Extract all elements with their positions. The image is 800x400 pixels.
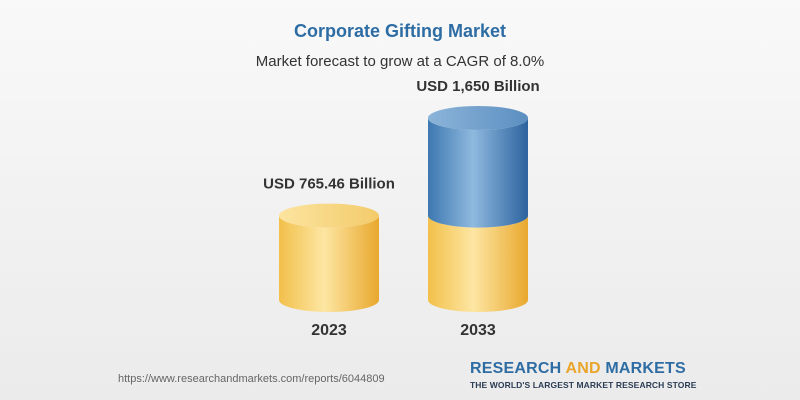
bar-2023	[279, 203, 379, 312]
value-label-2033: USD 1,650 Billion	[416, 78, 539, 95]
bar-2033-growth-top	[428, 106, 528, 130]
bar-2023-body	[279, 215, 379, 312]
bar-2033-base-body	[428, 215, 528, 312]
category-label-2023: 2023	[311, 322, 347, 339]
bar-2033-base	[428, 215, 528, 312]
chart-title: Corporate Gifting Market	[293, 21, 507, 41]
bar-2033-growth	[427, 106, 528, 228]
category-label-2033: 2033	[460, 322, 496, 339]
bar-2033-growth-body	[427, 118, 528, 228]
chart-subtitle: Market forecast to grow at a CAGR of 8.0…	[255, 53, 545, 70]
logo-wordmark: RESEARCH AND MARKETS	[470, 360, 690, 378]
value-label-2023: USD 765.46 Billion	[263, 176, 395, 193]
logo-and: AND	[565, 360, 601, 377]
logo-markets: MARKETS	[605, 360, 686, 377]
logo-tagline: THE WORLD'S LARGEST MARKET RESEARCH STOR…	[470, 380, 697, 390]
research-and-markets-logo: RESEARCH AND MARKETS THE WORLD'S LARGEST…	[470, 360, 697, 390]
source-url: https://www.researchandmarkets.com/repor…	[118, 373, 385, 385]
logo-research: RESEARCH	[470, 360, 562, 377]
bar-2023-top	[279, 203, 379, 228]
